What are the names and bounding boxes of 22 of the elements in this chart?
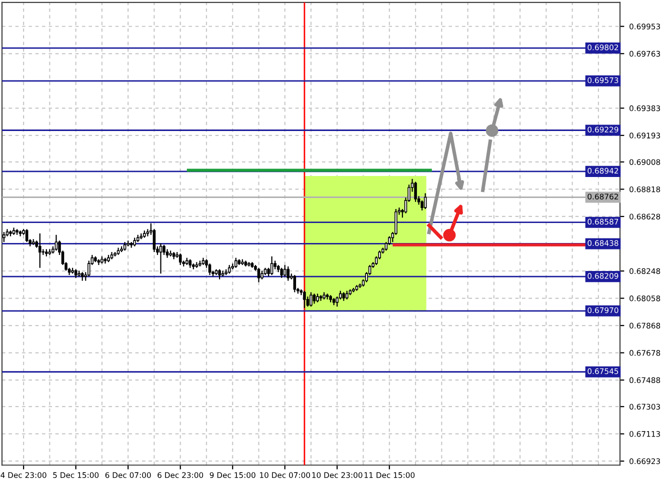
candlestick [280, 267, 283, 278]
candlestick [310, 292, 312, 308]
candlestick [2, 231, 6, 243]
candlestick [293, 274, 296, 293]
candlestick [234, 257, 238, 268]
candlestick [414, 181, 417, 202]
candlestick [303, 290, 306, 309]
candlestick [270, 256, 274, 276]
candlestick [54, 234, 58, 252]
candlestick [218, 268, 221, 280]
candlestick [257, 267, 260, 283]
candlestick [420, 200, 424, 212]
candlestick [38, 232, 42, 268]
candlestick [424, 192, 427, 210]
candlestick [208, 262, 212, 276]
candlestick [286, 266, 290, 282]
candlestick [162, 244, 166, 256]
candlestick [25, 228, 28, 243]
candlestick [283, 264, 286, 278]
candlestick [312, 293, 316, 304]
candlestick [159, 242, 162, 274]
candlestick [178, 252, 182, 266]
